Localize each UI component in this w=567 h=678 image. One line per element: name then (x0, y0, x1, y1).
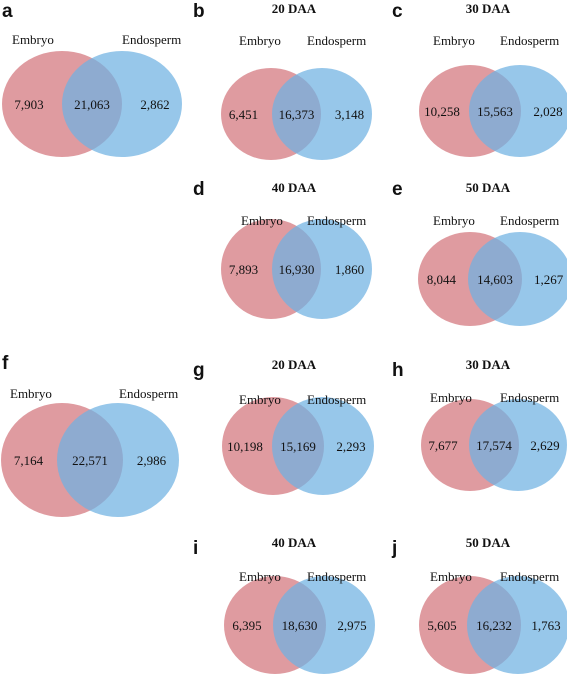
venn-panel-d: d 40 DAA Embryo Endosperm 7,893 16,930 1,860 (193, 179, 372, 319)
endosperm-only-count: 2,986 (137, 453, 167, 468)
panel-title: 40 DAA (272, 180, 317, 195)
venn-panel-g: g 20 DAA Embryo Endosperm 10,198 15,169 2,293 (193, 357, 374, 495)
endosperm-set-label: Endosperm (122, 32, 181, 47)
embryo-set-label: Embryo (239, 33, 281, 48)
embryo-only-count: 6,395 (232, 618, 261, 633)
panel-title: 30 DAA (466, 1, 511, 16)
endosperm-only-count: 2,028 (533, 104, 562, 119)
embryo-only-count: 7,164 (14, 453, 44, 468)
overlap-count: 18,630 (282, 618, 318, 633)
endosperm-circle (467, 576, 567, 674)
embryo-only-count: 5,605 (427, 618, 456, 633)
endosperm-only-count: 2,293 (336, 439, 365, 454)
endosperm-set-label: Endosperm (119, 386, 178, 401)
embryo-set-label: Embryo (433, 33, 475, 48)
panel-title: 40 DAA (272, 535, 317, 550)
endosperm-only-count: 2,862 (140, 97, 169, 112)
endosperm-set-label: Endosperm (307, 33, 366, 48)
panel-title: 30 DAA (466, 357, 511, 372)
panel-title: 20 DAA (272, 357, 317, 372)
embryo-set-label: Embryo (239, 569, 281, 584)
endosperm-circle (273, 576, 375, 674)
endosperm-set-label: Endosperm (500, 569, 559, 584)
endosperm-circle (57, 403, 179, 517)
embryo-only-count: 10,198 (227, 439, 263, 454)
overlap-count: 17,574 (476, 438, 512, 453)
endosperm-circle (469, 399, 567, 491)
embryo-only-count: 7,903 (14, 97, 43, 112)
venn-panel-j: j 50 DAA Embryo Endosperm 5,605 16,232 1,763 (391, 535, 567, 674)
panel-letter: h (392, 360, 404, 381)
embryo-set-label: Embryo (241, 213, 283, 228)
endosperm-circle (468, 232, 567, 326)
embryo-set-label: Embryo (12, 32, 54, 47)
embryo-only-count: 6,451 (229, 107, 258, 122)
endosperm-only-count: 3,148 (335, 107, 364, 122)
embryo-set-label: Embryo (10, 386, 52, 401)
panel-title: 50 DAA (466, 180, 511, 195)
panel-title: 20 DAA (272, 1, 317, 16)
endosperm-only-count: 1,267 (534, 272, 564, 287)
panel-letter: g (193, 360, 205, 381)
panel-title: 50 DAA (466, 535, 511, 550)
panel-letter: b (193, 1, 205, 22)
overlap-count: 16,232 (476, 618, 512, 633)
endosperm-circle (272, 219, 372, 319)
embryo-only-count: 7,893 (229, 262, 258, 277)
overlap-count: 22,571 (72, 453, 108, 468)
endosperm-circle (272, 68, 372, 160)
venn-panel-e: e 50 DAA Embryo Endosperm 8,044 14,603 1,267 (392, 179, 567, 326)
endosperm-set-label: Endosperm (500, 33, 559, 48)
endosperm-set-label: Endosperm (307, 213, 366, 228)
venn-panel-b: b 20 DAA Embryo Endosperm 6,451 16,373 3,148 (193, 1, 372, 160)
panel-letter: i (193, 538, 198, 559)
venn-panel-i: i 40 DAA Embryo Endosperm 6,395 18,630 2,975 (193, 535, 375, 674)
panel-letter: d (193, 179, 205, 200)
venn-panel-h: h 30 DAA Embryo Endosperm 7,677 17,574 2,629 (392, 357, 567, 491)
endosperm-only-count: 2,975 (337, 618, 366, 633)
endosperm-circle (62, 51, 182, 157)
venn-panel-c: c 30 DAA Embryo Endosperm 10,258 15,563 2,028 (392, 1, 567, 157)
embryo-set-label: Embryo (433, 213, 475, 228)
embryo-only-count: 8,044 (427, 272, 457, 287)
overlap-count: 14,603 (477, 272, 513, 287)
endosperm-only-count: 2,629 (530, 438, 559, 453)
overlap-count: 16,373 (279, 107, 315, 122)
endosperm-set-label: Endosperm (307, 569, 366, 584)
endosperm-set-label: Endosperm (500, 390, 559, 405)
endosperm-circle (272, 397, 374, 495)
panel-letter: f (2, 353, 9, 374)
panel-letter: a (2, 1, 13, 22)
embryo-set-label: Embryo (430, 569, 472, 584)
panel-letter: c (392, 1, 403, 22)
embryo-set-label: Embryo (239, 392, 281, 407)
endosperm-set-label: Endosperm (307, 392, 366, 407)
overlap-count: 15,169 (280, 439, 316, 454)
embryo-set-label: Embryo (430, 390, 472, 405)
embryo-only-count: 7,677 (428, 438, 458, 453)
overlap-count: 16,930 (279, 262, 315, 277)
overlap-count: 15,563 (477, 104, 513, 119)
panel-letter: j (391, 538, 397, 559)
endosperm-only-count: 1,763 (531, 618, 560, 633)
venn-panel-a: a Embryo Endosperm 7,903 21,063 2,862 (2, 1, 182, 157)
panel-letter: e (392, 179, 403, 200)
endosperm-only-count: 1,860 (335, 262, 364, 277)
overlap-count: 21,063 (74, 97, 110, 112)
embryo-only-count: 10,258 (424, 104, 460, 119)
endosperm-circle (469, 65, 567, 157)
endosperm-set-label: Endosperm (500, 213, 559, 228)
